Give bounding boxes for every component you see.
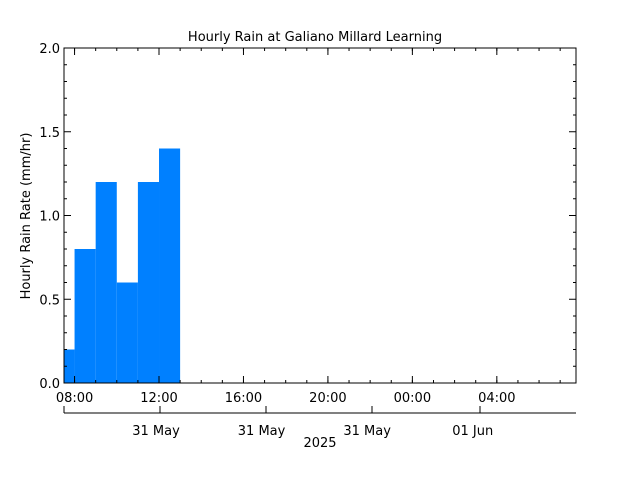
date-tick-label: 31 May	[132, 424, 180, 439]
x-tick-label: 20:00	[309, 391, 346, 406]
chart-title: Hourly Rain at Galiano Millard Learning	[188, 30, 442, 45]
y-tick-label: 0.0	[39, 377, 60, 392]
axes-group: 0.0 0.5 1.0 1.5 2.0 08:00 12:00 16:00 20:00 00:00…	[39, 42, 577, 439]
rain-bar	[74, 249, 96, 383]
date-tick-label: 01 Jun	[452, 424, 493, 439]
date-tick-label: 31 May	[238, 424, 286, 439]
date-tick-label: 31 May	[343, 424, 391, 439]
y-tick-label: 1.5	[39, 126, 60, 141]
rain-bar	[137, 182, 160, 383]
y-tick-label: 2.0	[39, 42, 60, 57]
rain-bar	[159, 148, 181, 383]
rain-bar	[116, 282, 138, 383]
y-axis-label: Hourly Rain Rate (mm/hr)	[19, 133, 34, 300]
x-tick-label: 12:00	[140, 391, 177, 406]
x-tick-label: 00:00	[394, 391, 431, 406]
bars-group	[64, 148, 181, 383]
rain-bar	[95, 182, 117, 383]
x-axis-year-label: 2025	[303, 436, 336, 451]
x-tick-label: 04:00	[478, 391, 515, 406]
rain-bar	[64, 349, 75, 383]
y-tick-label: 1.0	[39, 210, 60, 225]
x-tick-label: 16:00	[225, 391, 262, 406]
y-tick-label: 0.5	[39, 293, 60, 308]
x-tick-label: 08:00	[56, 391, 93, 406]
